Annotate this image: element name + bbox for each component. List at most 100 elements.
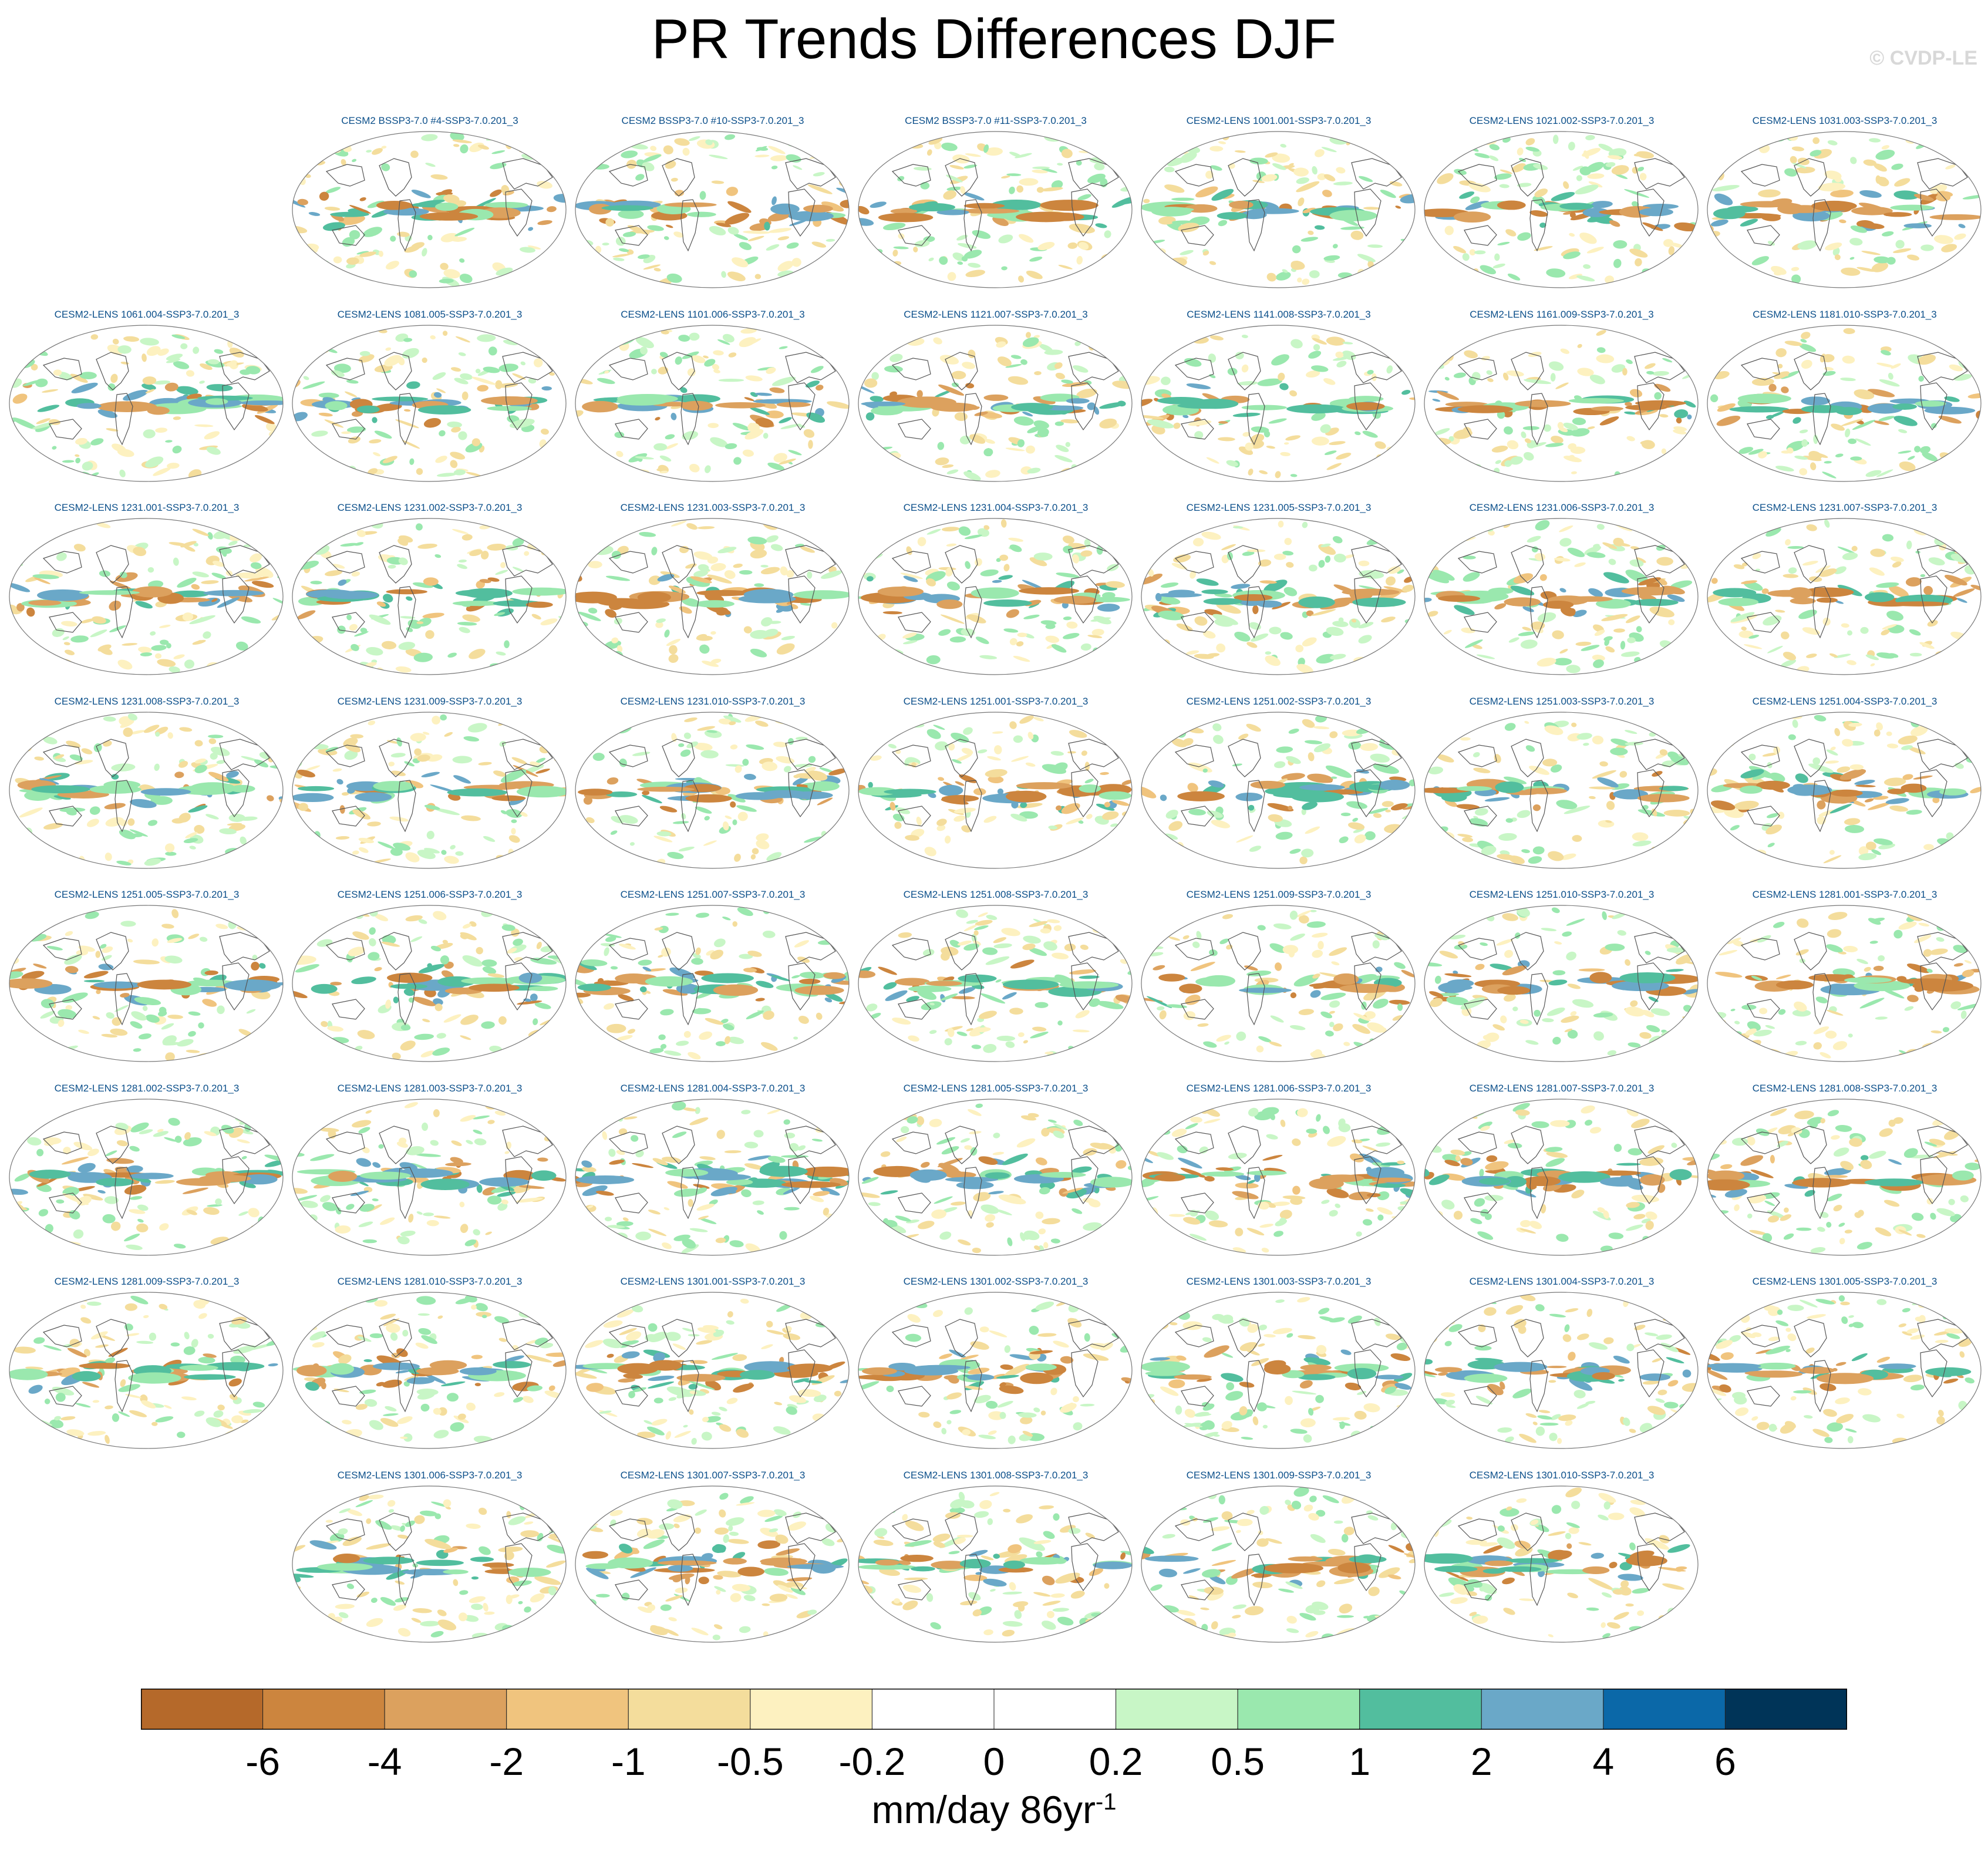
trend-blob <box>1627 637 1636 644</box>
trend-blob <box>114 1005 129 1012</box>
panel-title: CESM2-LENS 1251.004-SSP3-7.0.201_3 <box>1752 695 1938 707</box>
trend-blob <box>1613 537 1624 547</box>
map-panel: CESM2-LENS 1101.006-SSP3-7.0.201_3 <box>574 309 851 485</box>
trend-blob <box>659 455 672 461</box>
trend-blob <box>1288 805 1293 810</box>
trend-blob <box>1668 619 1675 625</box>
trend-blob <box>1445 142 1455 150</box>
coastline <box>42 938 82 961</box>
trend-blob <box>151 645 167 651</box>
trend-blob <box>1865 841 1876 850</box>
equatorial-band-blob <box>1497 200 1526 210</box>
trend-blob <box>1271 353 1289 365</box>
equatorial-band-blob <box>770 203 800 215</box>
trend-blob <box>690 576 712 584</box>
equatorial-band-blob <box>936 209 969 215</box>
trend-blob <box>1603 572 1629 584</box>
trend-blob <box>1026 270 1043 279</box>
trend-blob <box>723 715 742 723</box>
trend-blob <box>204 430 220 439</box>
trend-blob <box>432 1047 450 1056</box>
trend-blob <box>1263 580 1288 593</box>
trend-blob <box>1864 798 1874 803</box>
trend-blob <box>46 946 63 951</box>
trend-blob <box>1570 1011 1577 1016</box>
trend-blob <box>1212 723 1222 731</box>
trend-blob <box>418 919 427 924</box>
trend-blob <box>1364 1011 1376 1019</box>
trend-blob <box>938 384 965 396</box>
trend-blob <box>498 1016 507 1025</box>
map <box>1707 518 1982 675</box>
coastline <box>1740 938 1780 961</box>
trend-blob <box>1953 373 1972 380</box>
equatorial-band-blob <box>469 983 520 992</box>
trend-blob <box>1382 800 1394 807</box>
trend-blob <box>895 807 911 814</box>
panel-title: CESM2-LENS 1141.008-SSP3-7.0.201_3 <box>1187 308 1371 320</box>
trend-blob <box>1462 837 1474 842</box>
trend-blob <box>1783 652 1797 661</box>
trend-blob <box>350 733 364 739</box>
trend-blob <box>541 141 558 151</box>
trend-blob <box>995 979 1002 983</box>
trend-blob <box>1707 555 1717 562</box>
trend-blob <box>1389 925 1397 932</box>
equatorial-band-blob <box>1621 587 1681 596</box>
trend-blob <box>527 245 541 250</box>
trend-blob <box>672 820 689 824</box>
trend-blob <box>1069 729 1087 738</box>
trend-blob <box>824 912 830 915</box>
trend-blob <box>916 389 923 398</box>
trend-blob <box>710 631 716 635</box>
trend-blob <box>1307 773 1333 783</box>
trend-blob <box>1969 276 1979 285</box>
trend-blob <box>1707 357 1726 366</box>
trend-blob <box>1302 637 1317 646</box>
trend-blob <box>1318 941 1324 950</box>
map <box>575 905 850 1062</box>
trend-blob <box>1792 163 1807 169</box>
trend-blob <box>73 544 86 552</box>
map-background <box>1141 905 1415 1062</box>
trend-blob <box>83 1193 103 1201</box>
trend-blob <box>1108 541 1118 550</box>
trend-blob <box>1373 813 1382 818</box>
trend-blob <box>63 642 70 645</box>
trend-blob <box>348 946 365 956</box>
equatorial-band-blob <box>525 601 553 608</box>
trend-blob <box>721 271 726 278</box>
equatorial-band-blob <box>481 396 538 405</box>
trend-blob <box>868 781 873 788</box>
coastline <box>505 382 533 430</box>
trend-blob <box>1639 1032 1652 1039</box>
equatorial-band-blob <box>637 591 671 603</box>
map <box>9 905 284 1062</box>
map-panel: CESM2-LENS 1251.005-SSP3-7.0.201_3 <box>8 889 285 1065</box>
trend-blob <box>1679 532 1698 536</box>
trend-blob <box>1485 1032 1500 1042</box>
trend-blob <box>341 431 351 434</box>
equatorial-band-blob <box>803 204 833 213</box>
trend-blob <box>1312 166 1318 175</box>
trend-blob <box>273 833 283 841</box>
trend-blob <box>1589 201 1613 208</box>
trend-blob <box>1355 720 1372 726</box>
map-panel: CESM2-LENS 1121.007-SSP3-7.0.201_3 <box>857 309 1134 485</box>
equatorial-band-blob <box>686 211 716 217</box>
trend-blob <box>1941 244 1957 252</box>
trend-blob <box>1873 965 1884 971</box>
trend-blob <box>356 251 369 255</box>
trend-blob <box>1898 429 1908 433</box>
trend-blob <box>1950 1001 1962 1009</box>
trend-blob <box>1733 454 1740 461</box>
trend-blob <box>559 823 566 831</box>
trend-blob <box>1646 1025 1660 1033</box>
trend-blob <box>319 191 329 201</box>
trend-blob <box>1524 720 1529 724</box>
trend-blob <box>42 336 58 341</box>
trend-blob <box>1589 374 1605 384</box>
map-border <box>858 905 1133 1062</box>
trend-blob <box>613 257 625 261</box>
trend-blob <box>37 404 60 412</box>
